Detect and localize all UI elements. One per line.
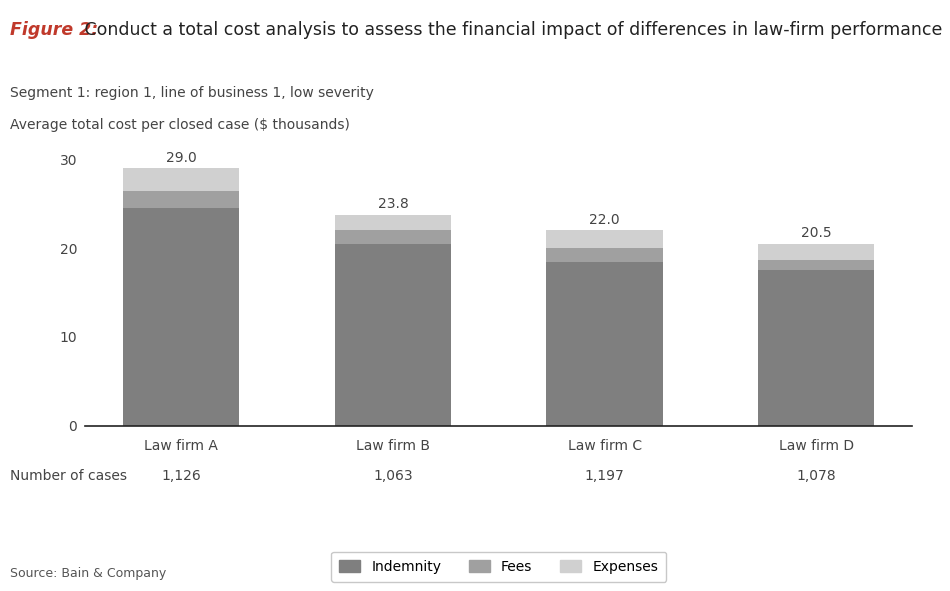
Bar xyxy=(124,168,239,190)
Text: 22.0: 22.0 xyxy=(589,213,620,227)
Text: 1,078: 1,078 xyxy=(796,469,836,483)
Bar xyxy=(758,260,874,270)
Text: Source: Bain & Company: Source: Bain & Company xyxy=(10,567,165,580)
Bar xyxy=(758,244,874,260)
Text: Number of cases: Number of cases xyxy=(10,469,126,483)
Bar xyxy=(546,230,663,248)
Text: 1,197: 1,197 xyxy=(584,469,624,483)
Text: 1,063: 1,063 xyxy=(373,469,412,483)
Text: Figure 2:: Figure 2: xyxy=(10,21,98,38)
Bar xyxy=(334,215,451,230)
Bar xyxy=(124,190,239,209)
Text: 1,126: 1,126 xyxy=(162,469,201,483)
Bar xyxy=(334,243,451,426)
Bar xyxy=(758,270,874,426)
Bar xyxy=(546,261,663,426)
Text: 23.8: 23.8 xyxy=(377,197,408,211)
Text: Segment 1: region 1, line of business 1, low severity: Segment 1: region 1, line of business 1,… xyxy=(10,86,373,100)
Bar xyxy=(334,230,451,243)
Bar xyxy=(124,209,239,426)
Bar xyxy=(546,248,663,261)
Legend: Indemnity, Fees, Expenses: Indemnity, Fees, Expenses xyxy=(332,551,666,582)
Text: 20.5: 20.5 xyxy=(801,226,831,240)
Text: Conduct a total cost analysis to assess the financial impact of differences in l: Conduct a total cost analysis to assess … xyxy=(79,21,942,38)
Text: 29.0: 29.0 xyxy=(166,151,197,165)
Text: Average total cost per closed case ($ thousands): Average total cost per closed case ($ th… xyxy=(10,118,350,132)
